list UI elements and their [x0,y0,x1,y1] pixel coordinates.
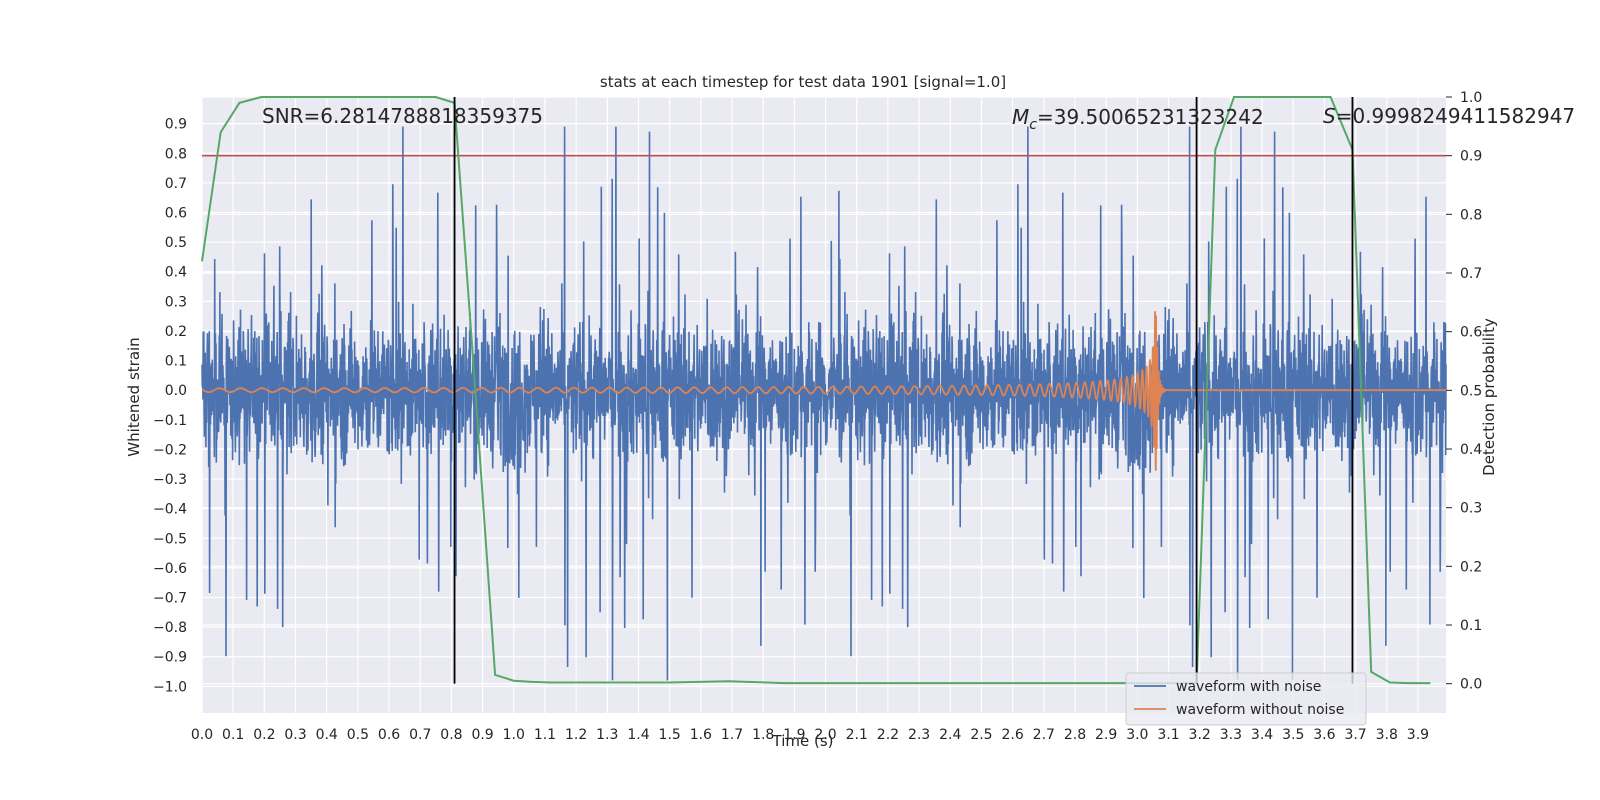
x-tick-label: 3.6 [1313,727,1335,743]
clean-trace [201,311,1446,471]
vertical-markers [453,97,1354,684]
chirp-mass-annotation: Mc=39.50065231323242 [1012,105,1264,133]
legend-label-clean: waveform without noise [1176,702,1344,718]
x-tick-label: 3.1 [1157,727,1179,743]
x-tick-label: 3.8 [1376,727,1398,743]
x-tick-label: 1.9 [783,727,805,743]
y-left-tick-label: 0.8 [165,146,187,162]
x-tick-label: 0.2 [253,727,275,743]
x-tick-label: 1.8 [752,727,774,743]
y-left-tick-label: 0.1 [165,354,187,370]
chart-title: stats at each timestep for test data 190… [600,73,1006,91]
x-tick-label: 3.2 [1189,727,1211,743]
significance-annotation: S=0.9998249411582947 [1323,104,1575,128]
y-left-tick-label: −1.0 [153,679,187,695]
legend-label-noise: waveform with noise [1176,679,1321,695]
y-left-tick-label: 0.0 [165,383,187,399]
x-tick-label: 0.5 [347,727,369,743]
x-tick-label: 0.4 [316,727,338,743]
y-right-tick-labels: 1.0 0.9 0.8 0.7 0.6 0.5 0.4 0.3 0.2 0.1 0.0 [1446,90,1482,693]
x-tick-label: 1.0 [503,727,525,743]
noise-trace [201,126,1447,681]
x-tick-label: 0.6 [378,727,400,743]
x-tick-label: 2.9 [1095,727,1117,743]
y-left-tick-label: 0.3 [165,294,187,310]
detection-probability-line [201,96,1431,685]
x-tick-label: 1.4 [627,727,649,743]
y-left-tick-label: −0.2 [153,442,187,458]
y-right-tick-label: 0.4 [1460,442,1482,458]
y-right-tick-label: 0.3 [1460,501,1482,517]
x-tick-label: 1.7 [721,727,743,743]
x-tick-label: 3.3 [1220,727,1242,743]
y-left-tick-label: −0.7 [153,591,187,607]
y-left-tick-label: 0.6 [165,206,187,222]
y-right-tick-label: 0.8 [1460,207,1482,223]
y-right-tick-label: 0.6 [1460,325,1482,341]
x-tick-label: 2.4 [939,727,961,743]
y-left-tick-label: 0.5 [165,235,187,251]
x-tick-label: 3.0 [1126,727,1148,743]
y-right-tick-label: 0.9 [1460,149,1482,165]
x-tick-label: 3.9 [1407,727,1429,743]
x-tick-label: 0.8 [440,727,462,743]
y-right-tick-label: 0.1 [1460,618,1482,634]
x-tick-label: 1.5 [659,727,681,743]
y-right-tick-label: 0.5 [1460,383,1482,399]
x-tick-label: 3.7 [1344,727,1366,743]
x-tick-label: 0.7 [409,727,431,743]
y-left-tick-label: −0.6 [153,561,187,577]
x-tick-label: 0.3 [284,727,306,743]
y-left-tick-label: 0.2 [165,324,187,340]
y-left-tick-label: −0.4 [153,502,187,518]
x-tick-label: 2.0 [814,727,836,743]
x-tick-label: 2.8 [1064,727,1086,743]
y-left-tick-label: −0.8 [153,620,187,636]
y-left-tick-label: 0.9 [165,117,187,133]
y-axis-label-right: Detection probability [1480,318,1498,476]
x-tick-label: 2.7 [1033,727,1055,743]
x-tick-label: 1.6 [690,727,712,743]
x-tick-label: 2.5 [970,727,992,743]
y-left-tick-label: −0.3 [153,472,187,488]
x-tick-label: 1.1 [534,727,556,743]
y-left-tick-label: −0.5 [153,531,187,547]
x-tick-label: 3.5 [1282,727,1304,743]
x-tick-label: 0.1 [222,727,244,743]
y-right-tick-label: 0.0 [1460,677,1482,693]
y-axis-label-left: Whitened strain [125,337,143,456]
x-tick-label: 2.6 [1001,727,1023,743]
x-axis-label: Time (s) [772,732,834,750]
x-tick-label: 0.9 [471,727,493,743]
y-right-tick-label: 0.2 [1460,559,1482,575]
x-tick-label: 3.4 [1251,727,1273,743]
snr-annotation: SNR=6.2814788818359375 [262,104,543,128]
y-right-tick-label: 1.0 [1460,90,1482,106]
waveform-with-noise [201,126,1447,681]
y-left-tick-label: −0.9 [153,650,187,666]
x-tick-label: 2.3 [908,727,930,743]
x-tick-label: 1.2 [565,727,587,743]
legend: waveform with noise waveform without noi… [1125,672,1367,726]
y-left-tick-label: 0.4 [165,265,187,281]
y-left-tick-label: −0.1 [153,413,187,429]
x-tick-label: 0.0 [191,727,213,743]
x-tick-labels: 0.0 0.1 0.2 0.3 0.4 0.5 0.6 0.7 0.8 0.9 1.0 1.1 1.2 1… [191,727,1429,743]
x-tick-label: 2.1 [846,727,868,743]
y-left-tick-labels: 0.9 0.8 0.7 0.6 0.5 0.4 0.3 0.2 0.1 0.0 −0.1 −0.2 −0… [153,117,187,696]
x-tick-label: 1.3 [596,727,618,743]
waveform-without-noise [201,311,1446,471]
y-right-tick-label: 0.7 [1460,266,1482,282]
probability-trace [201,96,1431,685]
y-left-tick-label: 0.7 [165,176,187,192]
x-tick-label: 2.2 [877,727,899,743]
